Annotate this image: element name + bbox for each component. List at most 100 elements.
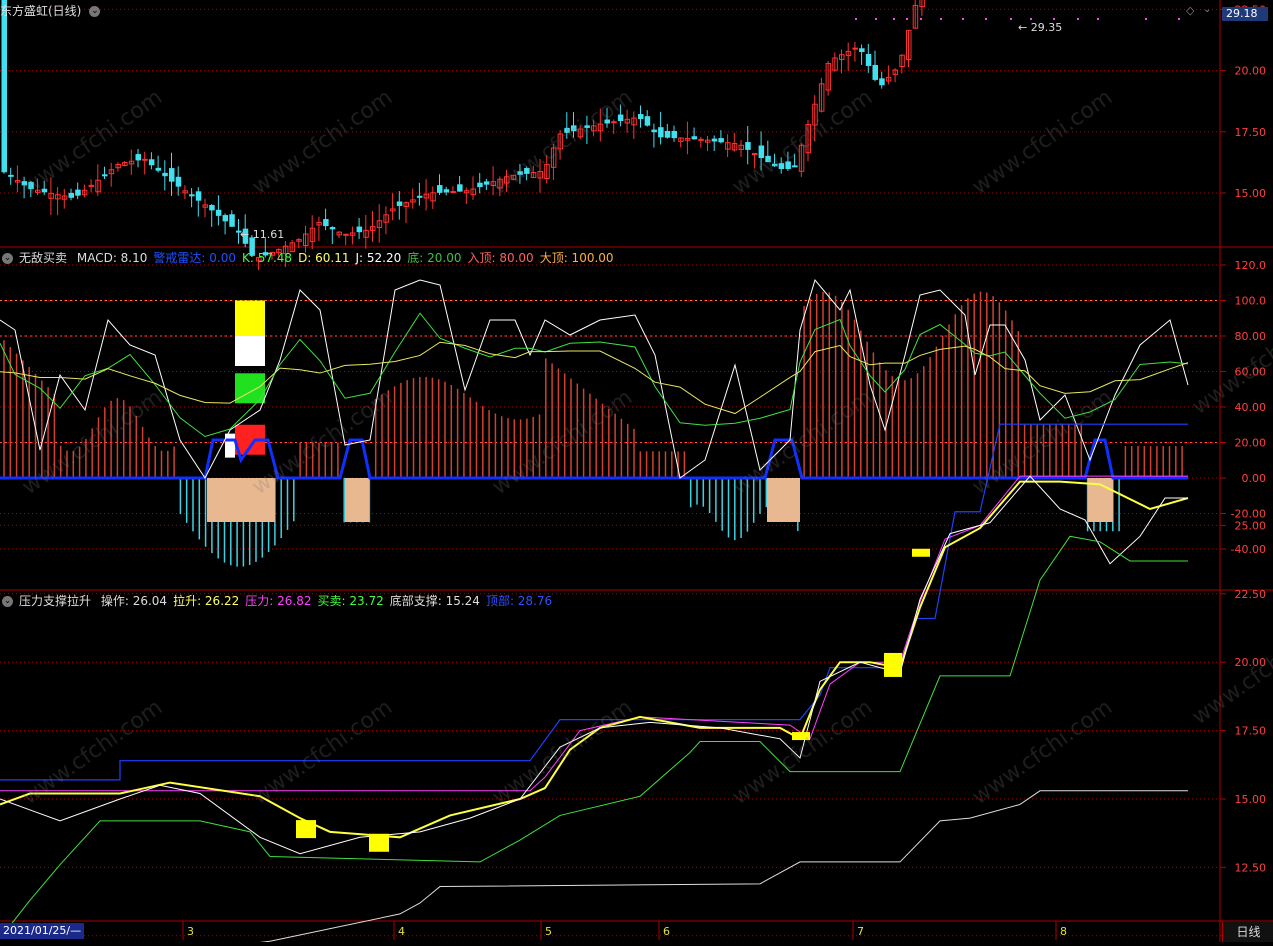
candle-up: [885, 76, 892, 82]
candle-down: [477, 182, 483, 188]
support-axis-tick-label: 12.50: [1235, 861, 1267, 874]
candle-up: [738, 144, 744, 150]
candle-down: [571, 125, 577, 132]
kdj-d-line: [0, 341, 1189, 415]
candle-up: [61, 195, 68, 200]
signal-dot: [1097, 18, 1099, 20]
month-label: 8: [1060, 925, 1067, 938]
candle-up: [631, 117, 637, 126]
indicator-legend-item-5: 底: 20.00: [407, 251, 462, 265]
price-axis-tick-label: 20.00: [1235, 65, 1267, 78]
lift-signal-block: [912, 548, 930, 557]
candle-up: [731, 142, 738, 151]
candle-up: [510, 174, 517, 180]
candle-down: [396, 201, 403, 206]
bottom-signal-block: [207, 478, 275, 522]
candle-up: [349, 232, 356, 236]
candle-up: [289, 242, 296, 253]
candle-down: [638, 114, 644, 120]
candle-down: [416, 195, 423, 198]
candle-down: [879, 78, 885, 86]
candle-up: [557, 133, 564, 150]
candle-up: [845, 50, 852, 56]
lift-signal-block: [369, 833, 389, 852]
candle-down: [249, 237, 255, 256]
kdj-k-line: [0, 312, 1189, 438]
candle-down: [778, 163, 785, 170]
indicator-legend-item-4: J: 52.20: [355, 251, 402, 265]
candle-up: [423, 193, 430, 199]
candle-up: [296, 239, 302, 242]
candle-up: [343, 233, 349, 236]
candle-up: [504, 176, 510, 184]
chevron-down-icon[interactable]: ⌄: [2, 596, 13, 607]
indicator-legend-item-6: 入顶: 80.00: [467, 251, 534, 265]
indicator-legend-item-7: 大顶: 100.00: [539, 251, 614, 265]
signal-dot: [1077, 18, 1079, 20]
signal-dot: [855, 18, 857, 20]
candle-up: [336, 231, 342, 236]
period-tab-daily[interactable]: 日线: [1222, 922, 1273, 942]
main-panel-header: 东方盛虹(日线) ⌄: [0, 2, 106, 20]
candle-up: [276, 248, 282, 254]
candle-up: [892, 69, 899, 75]
candle-down: [457, 184, 463, 192]
candle-up: [577, 128, 584, 138]
indicator-axis-tick-label: 80.00: [1235, 330, 1267, 343]
candle-down: [865, 53, 872, 66]
chevron-down-icon[interactable]: ⌄: [89, 6, 101, 17]
candle-down: [785, 161, 791, 170]
candle-down: [229, 214, 235, 227]
current-price-badge: 29.18: [1222, 7, 1268, 21]
support-legend-item-4: 底部支撑: 15.24: [389, 594, 480, 608]
candle-up: [48, 192, 54, 199]
signal-dot: [875, 18, 877, 20]
signal-dot: [940, 18, 942, 20]
candle-down: [691, 136, 698, 140]
low-price-label: ← 11.61: [240, 228, 284, 241]
chevron-down-icon[interactable]: ⌄: [1203, 4, 1212, 15]
candle-down: [209, 205, 215, 211]
candle-down: [443, 189, 450, 193]
candle-down: [718, 138, 724, 143]
signal-dot: [893, 18, 895, 20]
candle-down: [437, 185, 443, 193]
indicator-axis-tick-label: -20.00: [1231, 508, 1266, 521]
candle-up: [430, 192, 436, 202]
candle-down: [135, 154, 141, 161]
indicator-legend-item-0: MACD: 8.10: [76, 251, 148, 265]
diamond-icon[interactable]: ◇: [1186, 4, 1195, 17]
signal-dot: [920, 18, 922, 20]
candle-up: [919, 0, 925, 8]
candle-up: [530, 171, 537, 179]
tower-block-white-small: [225, 433, 235, 458]
candle-down: [792, 165, 798, 168]
candle-up: [899, 54, 905, 68]
candle-up: [463, 190, 470, 194]
indicator-title: 无敌买卖: [19, 251, 68, 265]
candle-up: [202, 204, 208, 208]
candle-up: [115, 163, 121, 169]
candle-down: [102, 174, 108, 177]
tower-block-yellow: [235, 300, 265, 341]
month-label: 7: [857, 925, 864, 938]
high-price-label: ← 29.35: [1018, 21, 1062, 34]
candle-up: [624, 118, 631, 124]
bottom-signal-block: [345, 478, 369, 522]
tower-block-green: [235, 373, 265, 404]
lift-signal-block: [296, 820, 316, 839]
chevron-down-icon[interactable]: ⌄: [2, 253, 13, 264]
candle-up: [55, 194, 61, 200]
start-date-label: 2021/01/25/—: [0, 923, 85, 939]
candle-up: [705, 139, 711, 143]
candle-up: [128, 160, 135, 165]
candle-down: [524, 168, 530, 174]
support-axis-tick-label: 15.00: [1235, 793, 1267, 806]
candle-up: [725, 142, 731, 150]
candle-up: [256, 256, 262, 262]
indicator-axis-tick-label: 0.00: [1242, 472, 1267, 485]
candle-up: [825, 63, 832, 91]
signal-dot: [962, 18, 964, 20]
candle-up: [14, 180, 21, 183]
